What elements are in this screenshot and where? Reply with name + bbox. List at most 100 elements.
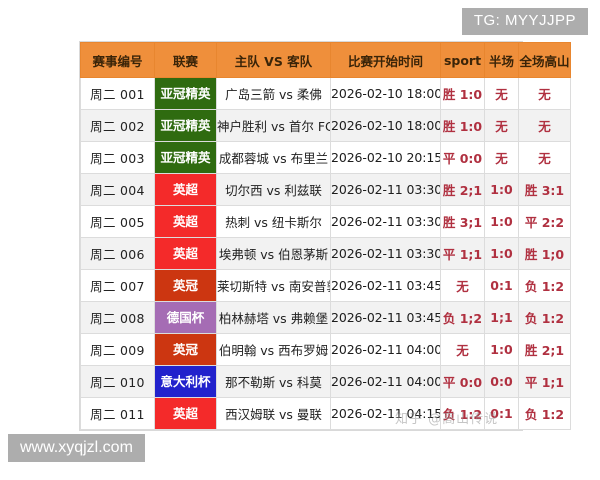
cell-start-time: 2026-02-10 18:00: [330, 109, 441, 142]
match-schedule-table: 赛事编号 联赛 主队 VS 客队 比赛开始时间 sport 半场 全场高山 周二…: [80, 42, 571, 430]
cell-teams: 成都蓉城 vs 布里兰: [216, 141, 331, 174]
cell-match-id: 周二 008: [80, 301, 155, 334]
cell-sport-result: 胜 3;1: [440, 205, 485, 238]
cell-start-time: 2026-02-11 03:45: [330, 269, 441, 302]
cell-match-id: 周二 003: [80, 141, 155, 174]
cell-start-time: 2026-02-11 03:30: [330, 205, 441, 238]
cell-start-time: 2026-02-11 04:00: [330, 333, 441, 366]
cell-halftime-score: 1;1: [484, 301, 519, 334]
table-row[interactable]: 周二 003 亚冠精英 成都蓉城 vs 布里兰 2026-02-10 20:15 平 0…: [80, 141, 571, 174]
cell-match-id: 周二 007: [80, 269, 155, 302]
cell-league: 英超: [154, 237, 217, 270]
cell-match-id: 周二 002: [80, 109, 155, 142]
cell-league: 亚冠精英: [154, 141, 217, 174]
cell-match-id: 周二 001: [80, 77, 155, 110]
cell-league: 英超: [154, 173, 217, 206]
table-row[interactable]: 周二 005 英超 热刺 vs 纽卡斯尔 2026-02-11 03:30 胜 3;1 1…: [80, 205, 571, 238]
cell-sport-result: 胜 1:0: [440, 109, 485, 142]
column-header-sport: sport: [440, 42, 485, 78]
cell-fulltime-result: 胜 3:1: [518, 173, 571, 206]
cell-league: 亚冠精英: [154, 109, 217, 142]
table-row[interactable]: 周二 006 英超 埃弗顿 vs 伯恩茅斯 2026-02-11 03:30 平 1;1…: [80, 237, 571, 270]
league-badge: 亚冠精英: [155, 142, 216, 173]
column-header-league: 联赛: [154, 42, 217, 78]
cell-league: 英冠: [154, 333, 217, 366]
cell-halftime-score: 1:0: [484, 237, 519, 270]
table-row[interactable]: 周二 004 英超 切尔西 vs 利兹联 2026-02-11 03:30 胜 2;1 1…: [80, 173, 571, 206]
cell-sport-result: 无: [440, 269, 485, 302]
cell-halftime-score: 0:0: [484, 365, 519, 398]
cell-league: 亚冠精英: [154, 77, 217, 110]
table-row[interactable]: 周二 010 意大利杯 那不勒斯 vs 科莫 2026-02-11 04:00 平 0:…: [80, 365, 571, 398]
table-row[interactable]: 周二 009 英冠 伯明翰 vs 西布罗姆 2026-02-11 04:00 无 1:0 胜…: [80, 333, 571, 366]
cell-teams: 西汉姆联 vs 曼联: [216, 397, 331, 430]
table-row[interactable]: 周二 011 英超 西汉姆联 vs 曼联 2026-02-11 04:15 负 1:2 0…: [80, 397, 571, 430]
league-badge: 英超: [155, 238, 216, 269]
cell-fulltime-result: 无: [518, 141, 571, 174]
cell-teams: 埃弗顿 vs 伯恩茅斯: [216, 237, 331, 270]
cell-sport-result: 平 1;1: [440, 237, 485, 270]
website-banner: www.xyqjzl.com: [8, 433, 145, 462]
column-header-start-time: 比赛开始时间: [330, 42, 441, 78]
cell-fulltime-result: 负 1:2: [518, 269, 571, 302]
league-badge: 亚冠精英: [155, 110, 216, 141]
cell-start-time: 2026-02-11 03:30: [330, 237, 441, 270]
table-row[interactable]: 周二 008 德国杯 柏林赫塔 vs 弗赖堡 2026-02-11 03:45 负 1;…: [80, 301, 571, 334]
cell-halftime-score: 0:1: [484, 397, 519, 430]
cell-start-time: 2026-02-11 04:15: [330, 397, 441, 430]
table-row[interactable]: 周二 001 亚冠精英 广岛三箭 vs 柔佛 2026-02-10 18:00 胜 1:…: [80, 77, 571, 110]
cell-match-id: 周二 009: [80, 333, 155, 366]
cell-league: 英超: [154, 205, 217, 238]
cell-league: 英超: [154, 397, 217, 430]
cell-start-time: 2026-02-10 18:00: [330, 77, 441, 110]
cell-match-id: 周二 011: [80, 397, 155, 430]
cell-fulltime-result: 负 1:2: [518, 301, 571, 334]
league-badge: 英超: [155, 398, 216, 429]
cell-halftime-score: 无: [484, 109, 519, 142]
cell-teams: 柏林赫塔 vs 弗赖堡: [216, 301, 331, 334]
cell-halftime-score: 0:1: [484, 269, 519, 302]
cell-teams: 神户胜利 vs 首尔 FC: [216, 109, 331, 142]
cell-halftime-score: 无: [484, 141, 519, 174]
cell-halftime-score: 1:0: [484, 205, 519, 238]
league-badge: 英冠: [155, 270, 216, 301]
cell-start-time: 2026-02-11 03:45: [330, 301, 441, 334]
cell-sport-result: 平 0:0: [440, 365, 485, 398]
league-badge: 英冠: [155, 334, 216, 365]
telegram-banner: TG: MYYJJPP: [461, 8, 588, 35]
column-header-halftime: 半场: [484, 42, 519, 78]
cell-match-id: 周二 005: [80, 205, 155, 238]
cell-match-id: 周二 010: [80, 365, 155, 398]
cell-league: 英冠: [154, 269, 217, 302]
league-badge: 英超: [155, 206, 216, 237]
league-badge: 德国杯: [155, 302, 216, 333]
table-row[interactable]: 周二 002 亚冠精英 神户胜利 vs 首尔 FC 2026-02-10 18:00 胜…: [80, 109, 571, 142]
cell-teams: 热刺 vs 纽卡斯尔: [216, 205, 331, 238]
cell-league: 意大利杯: [154, 365, 217, 398]
league-badge: 亚冠精英: [155, 78, 216, 109]
cell-start-time: 2026-02-10 20:15: [330, 141, 441, 174]
table-body: 周二 001 亚冠精英 广岛三箭 vs 柔佛 2026-02-10 18:00 胜 1:…: [80, 77, 571, 430]
cell-halftime-score: 1:0: [484, 333, 519, 366]
cell-fulltime-result: 平 1;1: [518, 365, 571, 398]
cell-fulltime-result: 平 2:2: [518, 205, 571, 238]
table-row[interactable]: 周二 007 英冠 莱切斯特 vs 南安普敦 2026-02-11 03:45 无 0:1…: [80, 269, 571, 302]
cell-sport-result: 平 0:0: [440, 141, 485, 174]
cell-start-time: 2026-02-11 04:00: [330, 365, 441, 398]
league-badge: 英超: [155, 174, 216, 205]
cell-sport-result: 负 1:2: [440, 397, 485, 430]
cell-sport-result: 无: [440, 333, 485, 366]
cell-fulltime-result: 无: [518, 77, 571, 110]
cell-halftime-score: 无: [484, 77, 519, 110]
cell-fulltime-result: 无: [518, 109, 571, 142]
cell-sport-result: 胜 1:0: [440, 77, 485, 110]
cell-match-id: 周二 004: [80, 173, 155, 206]
cell-sport-result: 胜 2;1: [440, 173, 485, 206]
table-header-row: 赛事编号 联赛 主队 VS 客队 比赛开始时间 sport 半场 全场高山: [80, 42, 571, 78]
cell-halftime-score: 1:0: [484, 173, 519, 206]
cell-teams: 伯明翰 vs 西布罗姆: [216, 333, 331, 366]
cell-teams: 那不勒斯 vs 科莫: [216, 365, 331, 398]
column-header-teams: 主队 VS 客队: [216, 42, 331, 78]
cell-teams: 切尔西 vs 利兹联: [216, 173, 331, 206]
cell-sport-result: 负 1;2: [440, 301, 485, 334]
